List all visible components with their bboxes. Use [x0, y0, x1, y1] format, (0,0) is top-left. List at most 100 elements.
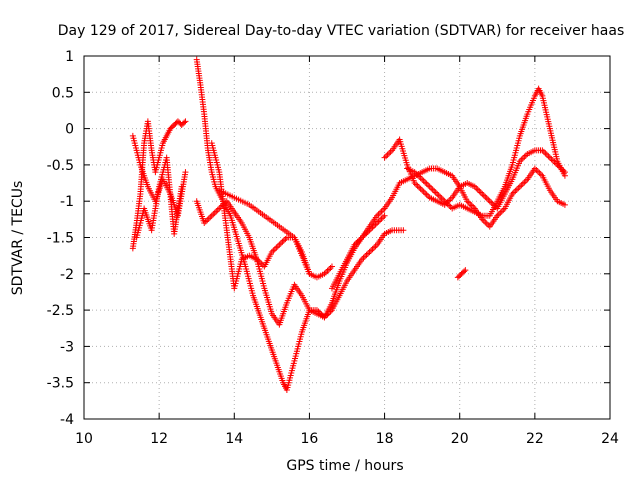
data-point-marker [561, 172, 568, 179]
x-tick-label: 10 [75, 431, 93, 447]
data-point-marker [214, 206, 221, 213]
data-point-marker [210, 211, 217, 218]
x-tick-label: 22 [526, 431, 544, 447]
data-point-marker [400, 227, 407, 234]
y-tick-label: -0.5 [47, 158, 74, 174]
data-point-marker [536, 169, 543, 176]
data-point-marker [280, 237, 287, 244]
data-point-marker [381, 212, 388, 219]
data-point-marker [205, 215, 212, 222]
axis-ticks [83, 55, 611, 420]
data-point-marker [182, 169, 189, 176]
data-point-marker [362, 253, 369, 260]
chart-title: Day 129 of 2017, Sidereal Day-to-day VTE… [58, 23, 625, 39]
data-point-marker [540, 148, 547, 155]
data-point-marker [467, 201, 474, 208]
data-point-marker [380, 206, 387, 213]
x-tick-label: 20 [451, 431, 469, 447]
data-point-marker [482, 193, 489, 200]
x-tick-label: 14 [225, 431, 243, 447]
data-point-marker [181, 119, 188, 126]
data-point-marker [279, 238, 286, 245]
data-point-marker [420, 177, 427, 184]
data-point-marker [368, 247, 375, 254]
x-tick-label: 24 [601, 431, 619, 447]
data-point-marker [543, 151, 550, 158]
data-point-marker [383, 153, 390, 160]
data-point-marker [207, 214, 214, 221]
data-point-marker [271, 246, 278, 253]
data-point-marker [324, 267, 331, 274]
data-point-marker [371, 244, 378, 251]
data-point-marker [521, 179, 528, 186]
data-point-marker [375, 211, 382, 218]
data-point-marker [468, 202, 475, 209]
y-axis-label: SDTVAR / TECUs [10, 181, 26, 296]
plot-frame [83, 55, 611, 420]
data-point-marker [387, 148, 394, 155]
x-tick-label: 16 [301, 431, 319, 447]
data-point-marker [486, 198, 493, 205]
satellite-track-1 [129, 118, 189, 252]
data-point-marker [561, 201, 568, 208]
data-point-marker [513, 186, 520, 193]
data-point-marker [483, 220, 490, 227]
data-point-marker [488, 199, 495, 206]
data-point-marker [419, 187, 426, 194]
data-point-marker [416, 184, 423, 191]
data-point-marker [428, 185, 435, 192]
data-point-marker [365, 250, 372, 257]
data-point-marker [378, 215, 385, 222]
data-point-marker [276, 241, 283, 248]
satellite-track-9 [381, 136, 568, 212]
data-point-marker [461, 268, 468, 275]
data-point-marker [377, 209, 384, 216]
y-tick-label: 0 [65, 122, 74, 138]
data-point-marker [306, 270, 313, 277]
data-point-marker [542, 150, 549, 157]
data-point-marker [518, 182, 525, 189]
data-point-marker [522, 177, 529, 184]
data-point-marker [426, 183, 433, 190]
data-point-marker [429, 186, 436, 193]
data-point-marker [423, 191, 430, 198]
data-point-marker [380, 214, 387, 221]
data-point-marker [438, 195, 445, 202]
satellite-track-11 [454, 267, 469, 281]
data-point-marker [327, 264, 334, 271]
y-tick-label: 1 [65, 49, 74, 65]
x-tick-label: 12 [150, 431, 168, 447]
data-points [129, 56, 568, 393]
data-point-marker [474, 186, 481, 193]
data-point-marker [534, 168, 541, 175]
y-tick-label: -2 [60, 267, 74, 283]
data-point-marker [521, 153, 528, 160]
data-point-marker [419, 176, 426, 183]
data-point-marker [437, 193, 444, 200]
data-point-marker [477, 189, 484, 196]
data-point-marker [325, 266, 332, 273]
satellite-track-10 [404, 85, 568, 219]
data-point-marker [431, 188, 438, 195]
y-tick-label: -1 [60, 194, 74, 210]
data-point-marker [360, 254, 367, 261]
data-point-marker [328, 263, 335, 270]
data-point-marker [497, 209, 504, 216]
satellite-track-3 [133, 154, 185, 241]
data-point-marker [447, 204, 454, 211]
data-point-marker [482, 219, 489, 226]
data-point-marker [480, 192, 487, 199]
x-axis-label: GPS time / hours [286, 458, 403, 474]
data-point-marker [546, 154, 553, 161]
data-point-marker [483, 195, 490, 202]
data-point-marker [495, 211, 502, 218]
data-point-marker [274, 243, 281, 250]
data-point-marker [432, 189, 439, 196]
y-tick-label: -4 [60, 412, 74, 428]
data-point-marker [545, 153, 552, 160]
satellite-track-7 [216, 187, 313, 277]
data-point-marker [515, 185, 522, 192]
data-point-marker [378, 208, 385, 215]
y-tick-label: -2.5 [47, 303, 74, 319]
